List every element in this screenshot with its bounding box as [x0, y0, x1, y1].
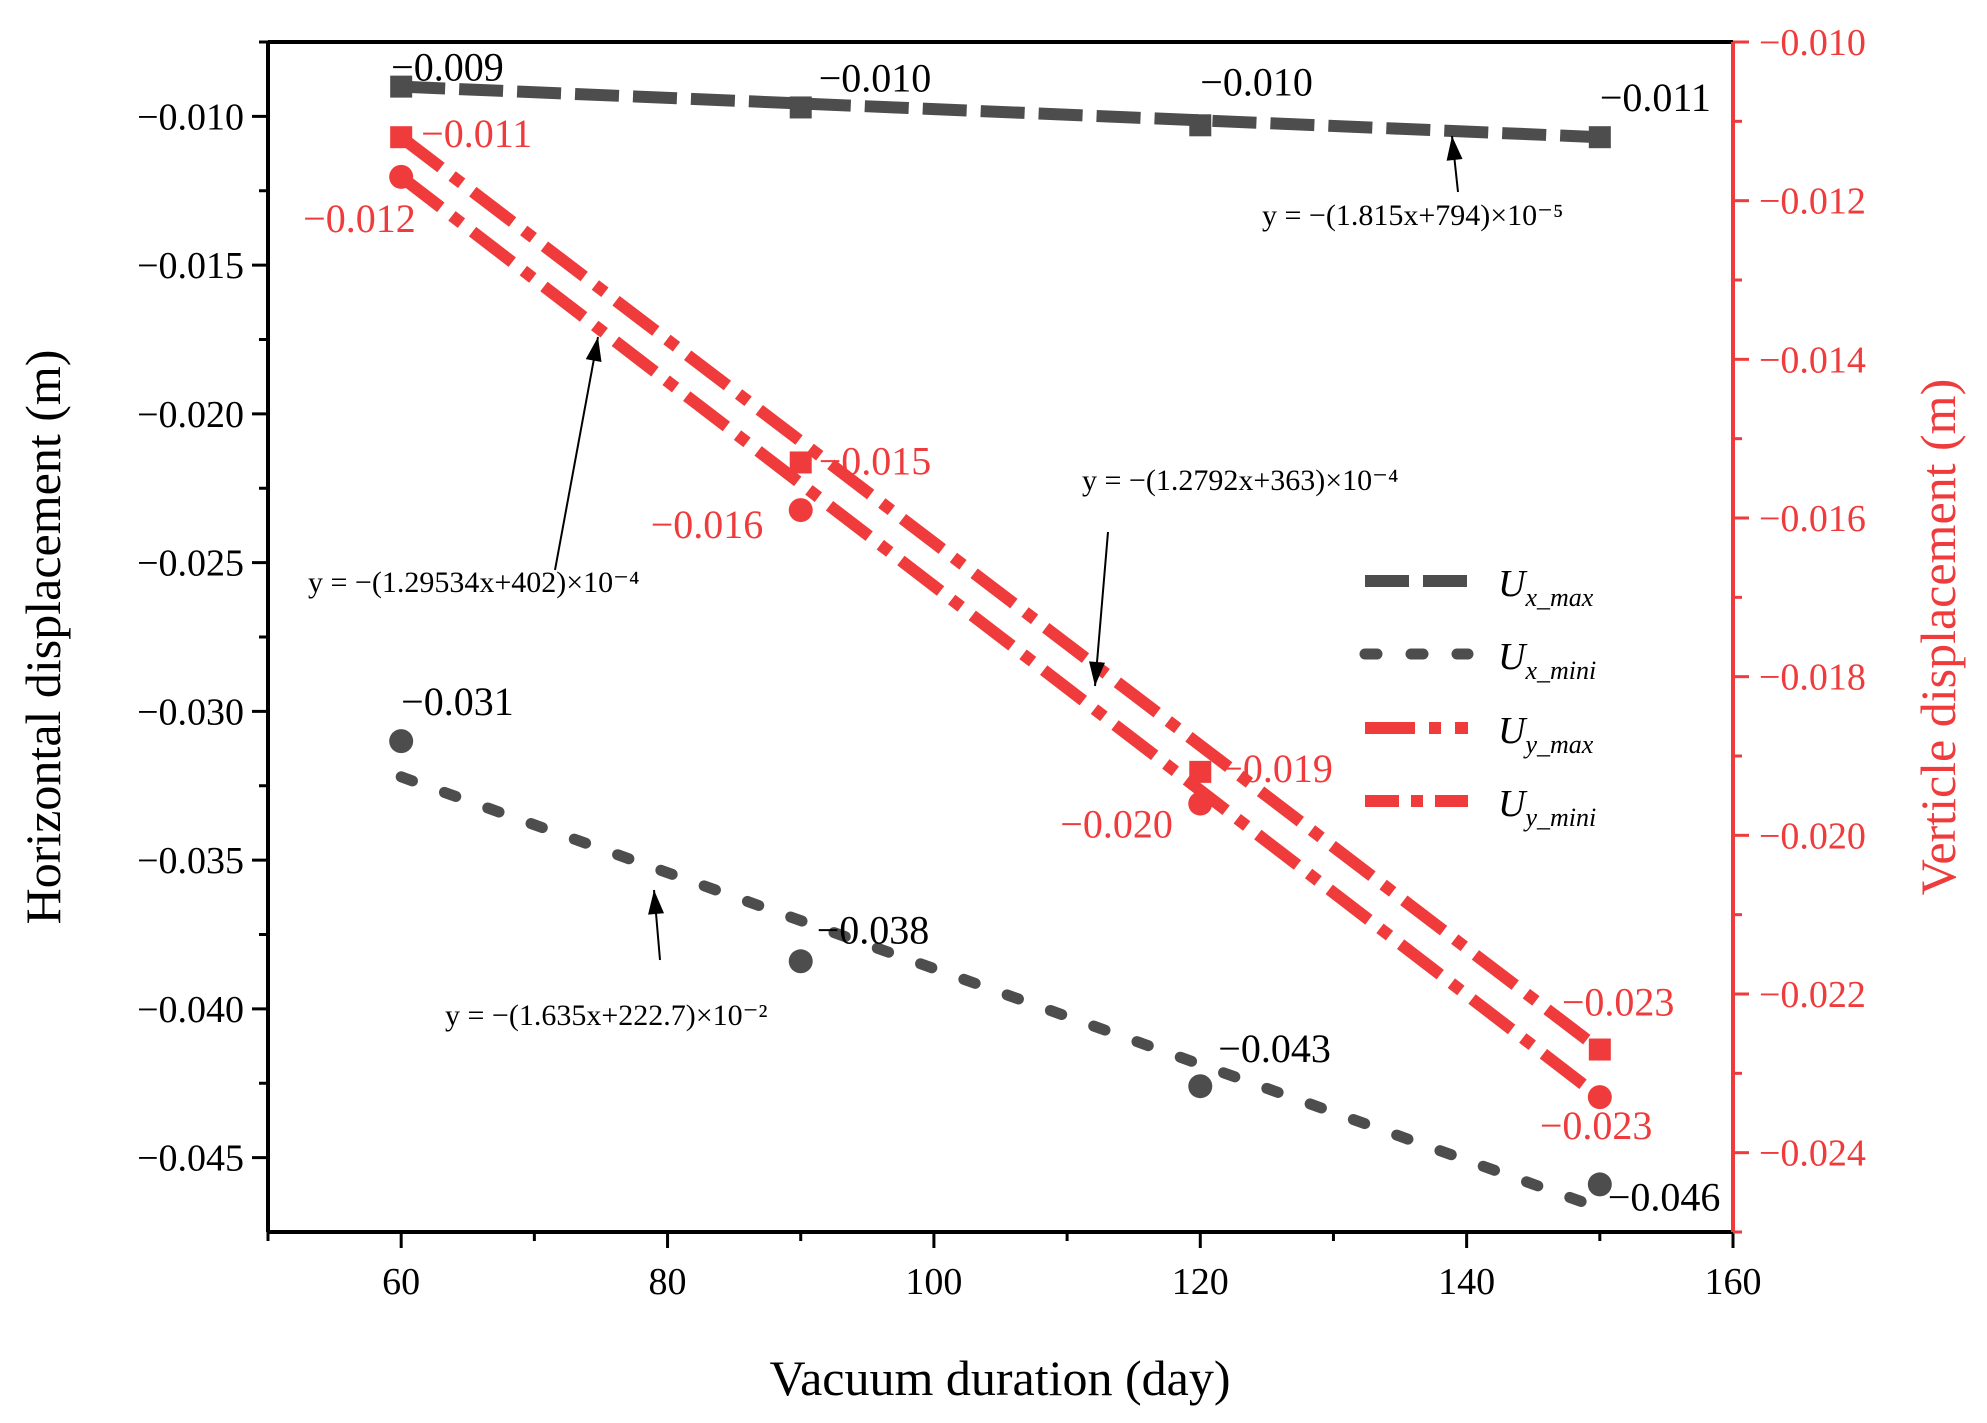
x-tick-label: 140 [1438, 1261, 1495, 1303]
legend-label-ux-mini: Ux_mini [1498, 636, 1596, 685]
data-label-ux_max: −0.009 [391, 45, 504, 90]
x-axis-title: Vacuum duration (day) [770, 1350, 1231, 1406]
marker-uy_mini [389, 164, 414, 189]
data-label-uy_mini: −0.023 [1540, 1103, 1653, 1148]
ticks-layer: 60 80 100 120 140 160 −0.010 −0.015 −0.020 −0.025… [137, 22, 1866, 1303]
marker-uy_max [1189, 760, 1212, 783]
marker-ux_mini [1587, 1172, 1612, 1197]
data-label-ux_mini: −0.038 [817, 907, 930, 952]
legend-label-uy-mini: Uy_mini [1498, 783, 1596, 832]
data-label-uy_mini: −0.016 [651, 502, 764, 547]
y-left-tick-label: −0.020 [137, 394, 244, 436]
marker-ux_mini [788, 949, 813, 974]
y-left-tick-label: −0.025 [137, 543, 244, 585]
marker-ux_max [1189, 114, 1212, 137]
fit-line-uy_max [397, 132, 1604, 1055]
y-right-tick-label: −0.014 [1759, 339, 1866, 381]
fit-equation-label: y = −(1.2792x+363)×10⁻⁴ [1082, 464, 1398, 497]
y-right-tick-label: −0.018 [1759, 657, 1866, 699]
data-label-uy_max: −0.023 [1562, 980, 1675, 1025]
data-label-ux_max: −0.010 [819, 55, 932, 100]
marker-ux_max [1588, 126, 1611, 149]
data-label-ux_max: −0.011 [1600, 75, 1711, 120]
data-label-ux_max: −0.010 [1200, 59, 1313, 104]
y-left-tick-label: −0.040 [137, 989, 244, 1031]
data-label-uy_max: −0.019 [1220, 746, 1333, 791]
marker-ux_max [390, 75, 413, 98]
legend: Ux_max Ux_mini Uy_max Uy_mini [1359, 563, 1596, 832]
data-label-ux_mini: −0.046 [1608, 1174, 1721, 1219]
legend-label-uy-max: Uy_max [1498, 710, 1594, 759]
annotation-arrow-head [1089, 661, 1105, 686]
fit-line-ux_mini [395, 771, 1606, 1214]
y-left-tick-label: −0.015 [137, 245, 244, 287]
annotation-arrow-head [648, 890, 665, 915]
marker-uy_mini [1587, 1085, 1612, 1110]
y-left-tick-label: −0.030 [137, 691, 244, 733]
series-layer [389, 75, 1612, 1214]
marker-ux_max [789, 96, 812, 119]
data-label-uy_max: −0.015 [819, 438, 932, 483]
marker-uy_mini [1188, 791, 1213, 816]
data-label-ux_mini: −0.031 [401, 679, 514, 724]
y-left-tick-label: −0.010 [137, 96, 244, 138]
annotation-arrow-head [585, 337, 602, 363]
marker-uy_max [1588, 1038, 1611, 1061]
marker-ux_mini [389, 729, 414, 754]
annotation-arrow-shaft [554, 336, 599, 571]
y-left-axis-title: Horizontal displacement (m) [15, 350, 71, 925]
y-right-axis-title: Verticle displacement (m) [1910, 379, 1966, 895]
marker-uy_mini [788, 498, 813, 523]
y-right-tick-label: −0.020 [1759, 815, 1866, 857]
y-left-tick-label: −0.035 [137, 840, 244, 882]
x-tick-label: 60 [382, 1261, 420, 1303]
x-tick-label: 100 [905, 1261, 962, 1303]
data-label-uy_mini: −0.012 [303, 196, 416, 241]
y-left-tick-label: −0.045 [137, 1138, 244, 1180]
annotation-arrow-shaft [1094, 531, 1109, 687]
y-right-tick-label: −0.012 [1759, 181, 1866, 223]
marker-ux_mini [1188, 1074, 1213, 1099]
annotation-layer: −0.009 −0.010 −0.010 −0.011 −0.031 −0.038 −0.0… [303, 45, 1720, 1220]
marker-uy_max [390, 126, 413, 149]
data-label-uy_mini: −0.020 [1060, 802, 1173, 847]
fit-equation-label: y = −(1.635x+222.7)×10⁻² [445, 999, 768, 1032]
fit-equation-label: y = −(1.815x+794)×10⁻⁵ [1262, 199, 1563, 232]
marker-uy_max [789, 451, 812, 474]
y-right-tick-label: −0.016 [1759, 498, 1866, 540]
y-right-tick-label: −0.024 [1759, 1133, 1866, 1175]
data-label-ux_mini: −0.043 [1218, 1026, 1331, 1071]
x-tick-label: 80 [649, 1261, 687, 1303]
fit-line-uy_mini [397, 172, 1604, 1102]
x-tick-label: 120 [1172, 1261, 1229, 1303]
y-right-tick-label: −0.022 [1759, 974, 1866, 1016]
data-label-uy_max: −0.011 [421, 111, 532, 156]
legend-label-ux-max: Ux_max [1498, 563, 1594, 612]
fit-line-ux_max [400, 80, 1601, 144]
y-right-tick-label: −0.010 [1759, 22, 1866, 64]
x-tick-label: 160 [1705, 1261, 1762, 1303]
fit-equation-label: y = −(1.29534x+402)×10⁻⁴ [308, 566, 639, 599]
annotation-arrow-head [1446, 136, 1463, 161]
